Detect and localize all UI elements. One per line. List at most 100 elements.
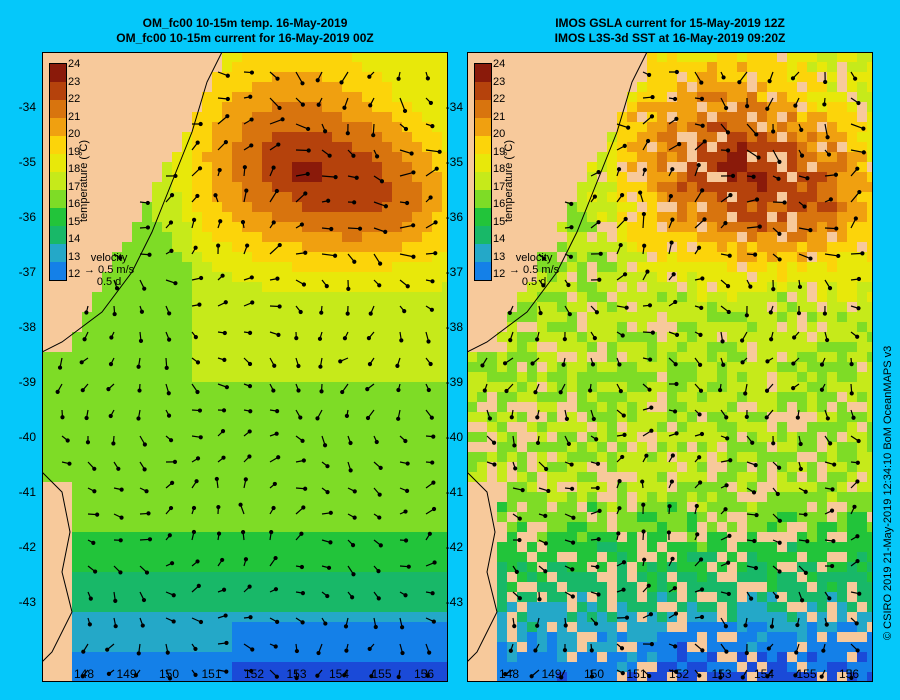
velocity-arrow-head [487, 416, 493, 421]
velocity-arrow-head [861, 150, 866, 155]
velocity-arrow-head [352, 259, 357, 264]
map-panel-model[interactable]: 24 23 22 21 20 19 18 17 16 15 14 13 12 temperature (°… [42, 52, 448, 682]
velocity-arrow-head [325, 464, 330, 469]
velocity-arrow-head [667, 504, 672, 509]
velocity-arrow-head [648, 612, 654, 617]
velocity-arrow-head [325, 490, 330, 495]
velocity-arrow-head [118, 570, 123, 575]
velocity-arrow-head [597, 508, 602, 513]
y-tick-label: -38 [445, 320, 463, 334]
velocity-arrow-head [802, 204, 807, 209]
velocity-arrow-head [520, 488, 525, 493]
velocity-arrow-head [301, 458, 306, 463]
velocity-arrow-head [195, 389, 200, 395]
velocity-arrow-head [298, 309, 303, 315]
velocity-arrow-head [649, 641, 654, 647]
velocity-arrow-head [275, 409, 280, 414]
velocity-arrow-head [403, 126, 409, 132]
velocity-arrow-head [194, 479, 199, 484]
velocity-arrow [772, 149, 780, 163]
velocity-arrow-head [249, 117, 254, 122]
panel-title-observation: IMOS GSLA current for 15-May-2019 12Z IM… [467, 16, 873, 46]
velocity-arrow-head [294, 336, 299, 341]
velocity-arrow-head [819, 362, 825, 367]
title-line-2: OM_fc00 10-15m current for 16-May-2019 0… [116, 31, 374, 45]
velocity-arrow-head [591, 416, 596, 422]
velocity-arrow-head [855, 460, 860, 465]
velocity-arrow-head [562, 648, 568, 653]
velocity-arrow-head [766, 646, 771, 651]
velocity-arrow-head [791, 361, 796, 366]
colorbar-swatch [475, 172, 491, 190]
velocity-arrow [746, 123, 757, 135]
velocity-arrow-head [672, 96, 678, 102]
velocity-arrow-head [765, 106, 770, 111]
velocity-arrow-head [860, 251, 865, 256]
velocity-arrow-head [594, 310, 599, 315]
velocity-arrow-head [647, 387, 652, 392]
velocity-arrow-head [700, 276, 705, 281]
colorbar-swatch [475, 244, 491, 262]
colorbar-tick: 18 [68, 163, 81, 175]
velocity-arrow-head [700, 648, 705, 653]
velocity-arrow-head [367, 646, 372, 652]
velocity-arrow-head [535, 623, 540, 628]
velocity-arrow-head [352, 515, 357, 520]
velocity-arrow-head [670, 217, 675, 222]
velocity-arrow-head [247, 429, 252, 434]
velocity-arrow-head [795, 622, 800, 628]
colorbar-tick: 16 [493, 198, 506, 210]
velocity-arrow [824, 253, 839, 257]
velocity-arrow-head [431, 434, 436, 439]
velocity-arrow-head [429, 415, 434, 420]
velocity-arrow-head [171, 593, 176, 598]
colorbar-swatch [475, 82, 491, 100]
velocity-arrow-head [225, 114, 230, 119]
velocity-arrow-head [193, 245, 198, 250]
velocity-arrow-head [277, 242, 282, 248]
y-tick-label: -39 [18, 375, 36, 389]
velocity-arrow-head [825, 337, 830, 343]
velocity-arrow-head [849, 391, 854, 396]
velocity-arrow-head [300, 438, 305, 443]
velocity-arrow-head [624, 615, 630, 620]
velocity-arrow-head [825, 135, 830, 140]
velocity-arrow-head [118, 255, 123, 261]
velocity-arrow-head [673, 362, 678, 367]
velocity-arrow-head [137, 388, 142, 393]
velocity-arrow-head [367, 74, 372, 79]
velocity-arrow-head [821, 648, 826, 653]
velocity-arrow-head [221, 455, 226, 460]
velocity-arrow-head [567, 312, 572, 317]
velocity-arrow-head [753, 463, 758, 468]
velocity-arrow-head [698, 332, 703, 337]
velocity-arrow-head [512, 443, 517, 448]
velocity-arrow-head [434, 166, 439, 171]
y-tick-label: -35 [18, 155, 36, 169]
velocity-arrow-head [718, 675, 723, 680]
velocity-arrow-head [399, 338, 404, 343]
velocity-arrow-head [221, 408, 227, 413]
velocity-arrow-head [142, 467, 147, 472]
velocity-arrow-head [503, 672, 508, 677]
velocity-arrow-head [300, 81, 305, 86]
velocity-arrow-head [197, 302, 202, 307]
velocity-arrow-head [618, 242, 623, 248]
velocity-arrow-head [833, 172, 839, 177]
velocity-arrow-head [724, 483, 729, 488]
velocity-arrow-head [348, 468, 353, 473]
velocity-arrow-head [855, 648, 860, 653]
velocity-arrow-head [249, 70, 255, 75]
velocity-arrow-head [594, 437, 599, 442]
map-panel-observation[interactable]: 24 23 22 21 20 19 18 17 16 15 14 13 12 temperature (°… [467, 52, 873, 682]
velocity-arrow-head [275, 76, 280, 81]
velocity-arrow-head [782, 200, 787, 205]
velocity-arrow [399, 97, 406, 112]
velocity-arrow-head [118, 538, 123, 543]
velocity-arrow-head [617, 479, 622, 484]
velocity-arrow-head [324, 284, 329, 289]
velocity-arrow-head [673, 644, 678, 649]
velocity-arrow-head [593, 621, 599, 626]
velocity-arrow-head [674, 116, 679, 121]
velocity-arrow-head [793, 673, 798, 678]
